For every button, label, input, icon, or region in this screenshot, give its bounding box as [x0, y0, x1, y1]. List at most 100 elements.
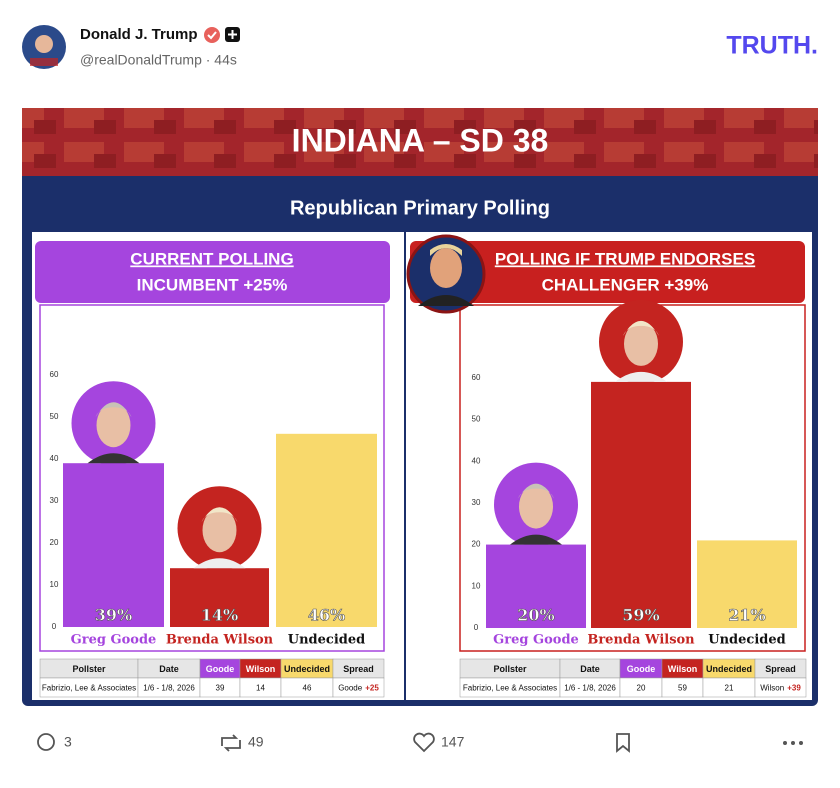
bar — [63, 463, 164, 627]
left-heading-box — [35, 241, 390, 303]
value-label: 59% — [622, 606, 659, 625]
bar — [591, 381, 691, 628]
repost-button[interactable]: 49 — [221, 734, 264, 752]
candidate-photo — [599, 299, 683, 384]
table-cell-text: 1/6 - 1/8, 2026 — [564, 684, 616, 693]
dot — [791, 741, 795, 745]
dot — [799, 741, 803, 745]
value-label: 20% — [517, 606, 554, 625]
spread-name: Goode — [338, 684, 363, 693]
truth-logo[interactable]: TRUTH. — [726, 32, 818, 60]
table-cell-text: Goode +25 — [338, 684, 379, 693]
table-cell — [332, 677, 385, 698]
y-tick-label: 20 — [50, 538, 59, 547]
y-tick-label: 20 — [472, 540, 481, 549]
y-tick-label: 60 — [50, 370, 59, 379]
photo-face — [96, 403, 131, 448]
table-header-text: Wilson — [246, 664, 275, 674]
badge-circle — [204, 27, 220, 43]
table-header-text: Wilson — [668, 664, 697, 674]
like-button[interactable]: 147 — [413, 732, 465, 753]
repost-icon — [221, 734, 241, 752]
image-subtitle: Republican Primary Polling — [290, 197, 550, 219]
photo-hair — [95, 402, 132, 418]
table-header-text: Goode — [206, 664, 235, 674]
photo-suit — [418, 295, 474, 306]
photo-hair — [518, 483, 554, 499]
y-tick-label: 50 — [50, 412, 59, 421]
reply-button[interactable]: 3 — [37, 733, 72, 751]
bar — [697, 540, 797, 628]
table-cell-text: 39 — [216, 684, 225, 693]
heading-line: POLLING IF TRUMP ENDORSES — [495, 249, 755, 268]
table-header-text: Goode — [627, 664, 656, 674]
left-chart-frame — [39, 304, 385, 652]
bar — [486, 544, 586, 628]
photo-shoulders — [615, 371, 667, 382]
photo-face — [624, 321, 658, 366]
table-header-text: Spread — [765, 664, 796, 674]
author-name[interactable]: Donald J. Trump — [80, 26, 198, 43]
charts: CURRENT POLLING INCUMBENT +25% 0 10 20 30 40 50… — [39, 249, 807, 698]
spread-margin: +25 — [365, 684, 379, 693]
photo-shoulders — [193, 558, 246, 569]
bookmark-button[interactable] — [616, 733, 630, 753]
author-handle: @realDonaldTrump · 44s — [80, 52, 237, 68]
y-tick-label: 30 — [472, 498, 481, 507]
repost-count: 49 — [248, 734, 264, 750]
verified-badge — [204, 27, 240, 43]
action-bar: 3 49 147 — [37, 732, 803, 753]
right-heading-box — [410, 241, 805, 303]
category-label: Brenda Wilson — [166, 633, 274, 648]
table-header-text: Date — [580, 664, 600, 674]
spread-name: Wilson — [760, 684, 784, 693]
y-tick-label: 30 — [50, 496, 59, 505]
table-header-text: Pollster — [72, 664, 106, 674]
banner-texture — [22, 108, 818, 176]
more-button[interactable] — [783, 741, 803, 745]
plus-icon — [228, 30, 237, 39]
photo-face — [519, 484, 553, 529]
avatar-detail — [30, 58, 58, 66]
badge-check — [207, 31, 217, 40]
category-label: Brenda Wilson — [587, 633, 695, 648]
photo-shoulders — [87, 453, 140, 464]
photo-hair — [430, 244, 462, 256]
category-label: Greg Goode — [71, 633, 157, 648]
avatar[interactable] — [22, 25, 66, 69]
table-cell-text: Fabrizio, Lee & Associates — [42, 684, 136, 693]
y-tick-label: 0 — [474, 623, 479, 632]
reply-count: 3 — [64, 734, 72, 750]
candidate-photo — [71, 381, 156, 466]
table-cell-text: Fabrizio, Lee & Associates — [463, 684, 557, 693]
photo-face — [202, 508, 237, 553]
value-label: 46% — [308, 606, 345, 625]
table-header-text: Spread — [343, 664, 374, 674]
bar — [276, 433, 377, 627]
y-tick-label: 10 — [472, 581, 481, 590]
like-count: 147 — [441, 734, 465, 750]
y-tick-label: 40 — [472, 456, 481, 465]
photo-hair — [623, 320, 659, 336]
heading-line: INCUMBENT +25% — [137, 275, 288, 294]
table-header-text: Date — [159, 664, 179, 674]
table-cell-text: 14 — [256, 684, 265, 693]
table-header-text: Pollster — [493, 664, 527, 674]
category-label: Undecided — [708, 633, 785, 648]
photo-hair — [201, 507, 238, 523]
bar-chart: CURRENT POLLING INCUMBENT +25% 0 10 20 30 40 50… — [39, 249, 385, 698]
heading-line: CURRENT POLLING — [130, 249, 293, 268]
table-cell-text: 46 — [303, 684, 312, 693]
value-label: 14% — [201, 606, 238, 625]
dot — [783, 741, 787, 745]
table-header-text: Undecided — [706, 664, 752, 674]
value-label: 39% — [95, 606, 132, 625]
candidate-photos — [71, 299, 683, 571]
heading-line: CHALLENGER +39% — [542, 275, 709, 294]
candidate-photo — [494, 462, 578, 547]
photo-face — [430, 248, 462, 288]
table-cell-text: 59 — [678, 684, 687, 693]
trump-photo — [406, 234, 486, 314]
category-label: Greg Goode — [493, 633, 579, 648]
